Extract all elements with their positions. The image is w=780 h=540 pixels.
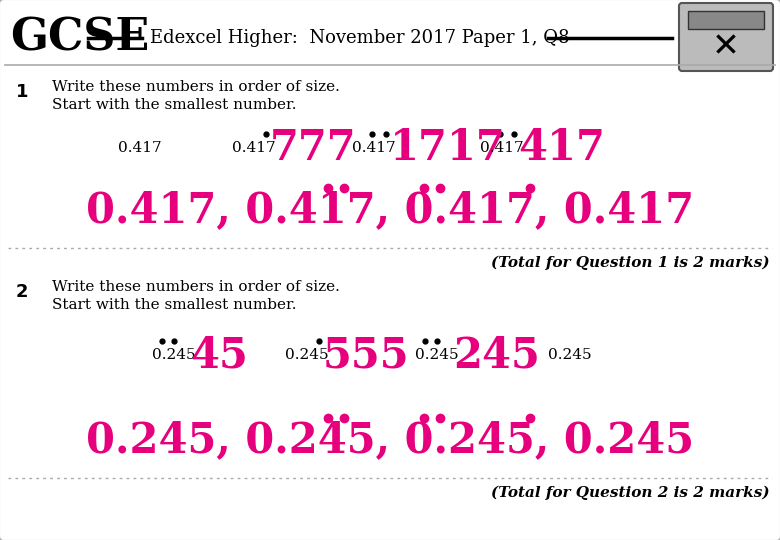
Text: Write these numbers in order of size.: Write these numbers in order of size.	[52, 280, 340, 294]
Text: 0.417, 0.417, 0.417, 0.417: 0.417, 0.417, 0.417, 0.417	[86, 189, 694, 231]
Text: 2: 2	[16, 283, 29, 301]
Text: 1: 1	[16, 83, 29, 101]
Text: 0.417: 0.417	[232, 141, 275, 155]
Text: ✕: ✕	[712, 30, 740, 64]
Text: 1717: 1717	[390, 127, 505, 169]
Text: 0.245: 0.245	[152, 348, 196, 362]
FancyBboxPatch shape	[679, 3, 773, 71]
Text: 45: 45	[190, 334, 248, 376]
Text: Start with the smallest number.: Start with the smallest number.	[52, 98, 296, 112]
Text: (Total for Question 2 is 2 marks): (Total for Question 2 is 2 marks)	[491, 486, 770, 500]
Text: 0.417: 0.417	[118, 141, 161, 155]
Text: 245: 245	[453, 334, 540, 376]
Text: 0.245, 0.245, 0.245, 0.245: 0.245, 0.245, 0.245, 0.245	[86, 419, 694, 461]
Text: Edexcel Higher:  November 2017 Paper 1, Q8: Edexcel Higher: November 2017 Paper 1, Q…	[150, 29, 569, 47]
Text: 417: 417	[518, 127, 604, 169]
Text: 0.245: 0.245	[548, 348, 591, 362]
Text: 777: 777	[270, 127, 356, 169]
Text: 555: 555	[323, 334, 410, 376]
Text: 0.417: 0.417	[352, 141, 395, 155]
Text: GCSE: GCSE	[10, 17, 149, 59]
Text: Start with the smallest number.: Start with the smallest number.	[52, 298, 296, 312]
Text: 0.245: 0.245	[285, 348, 328, 362]
Text: (Total for Question 1 is 2 marks): (Total for Question 1 is 2 marks)	[491, 256, 770, 270]
Text: Write these numbers in order of size.: Write these numbers in order of size.	[52, 80, 340, 94]
Bar	[688, 11, 764, 29]
Text: 0.417: 0.417	[480, 141, 523, 155]
Text: 0.245: 0.245	[415, 348, 459, 362]
